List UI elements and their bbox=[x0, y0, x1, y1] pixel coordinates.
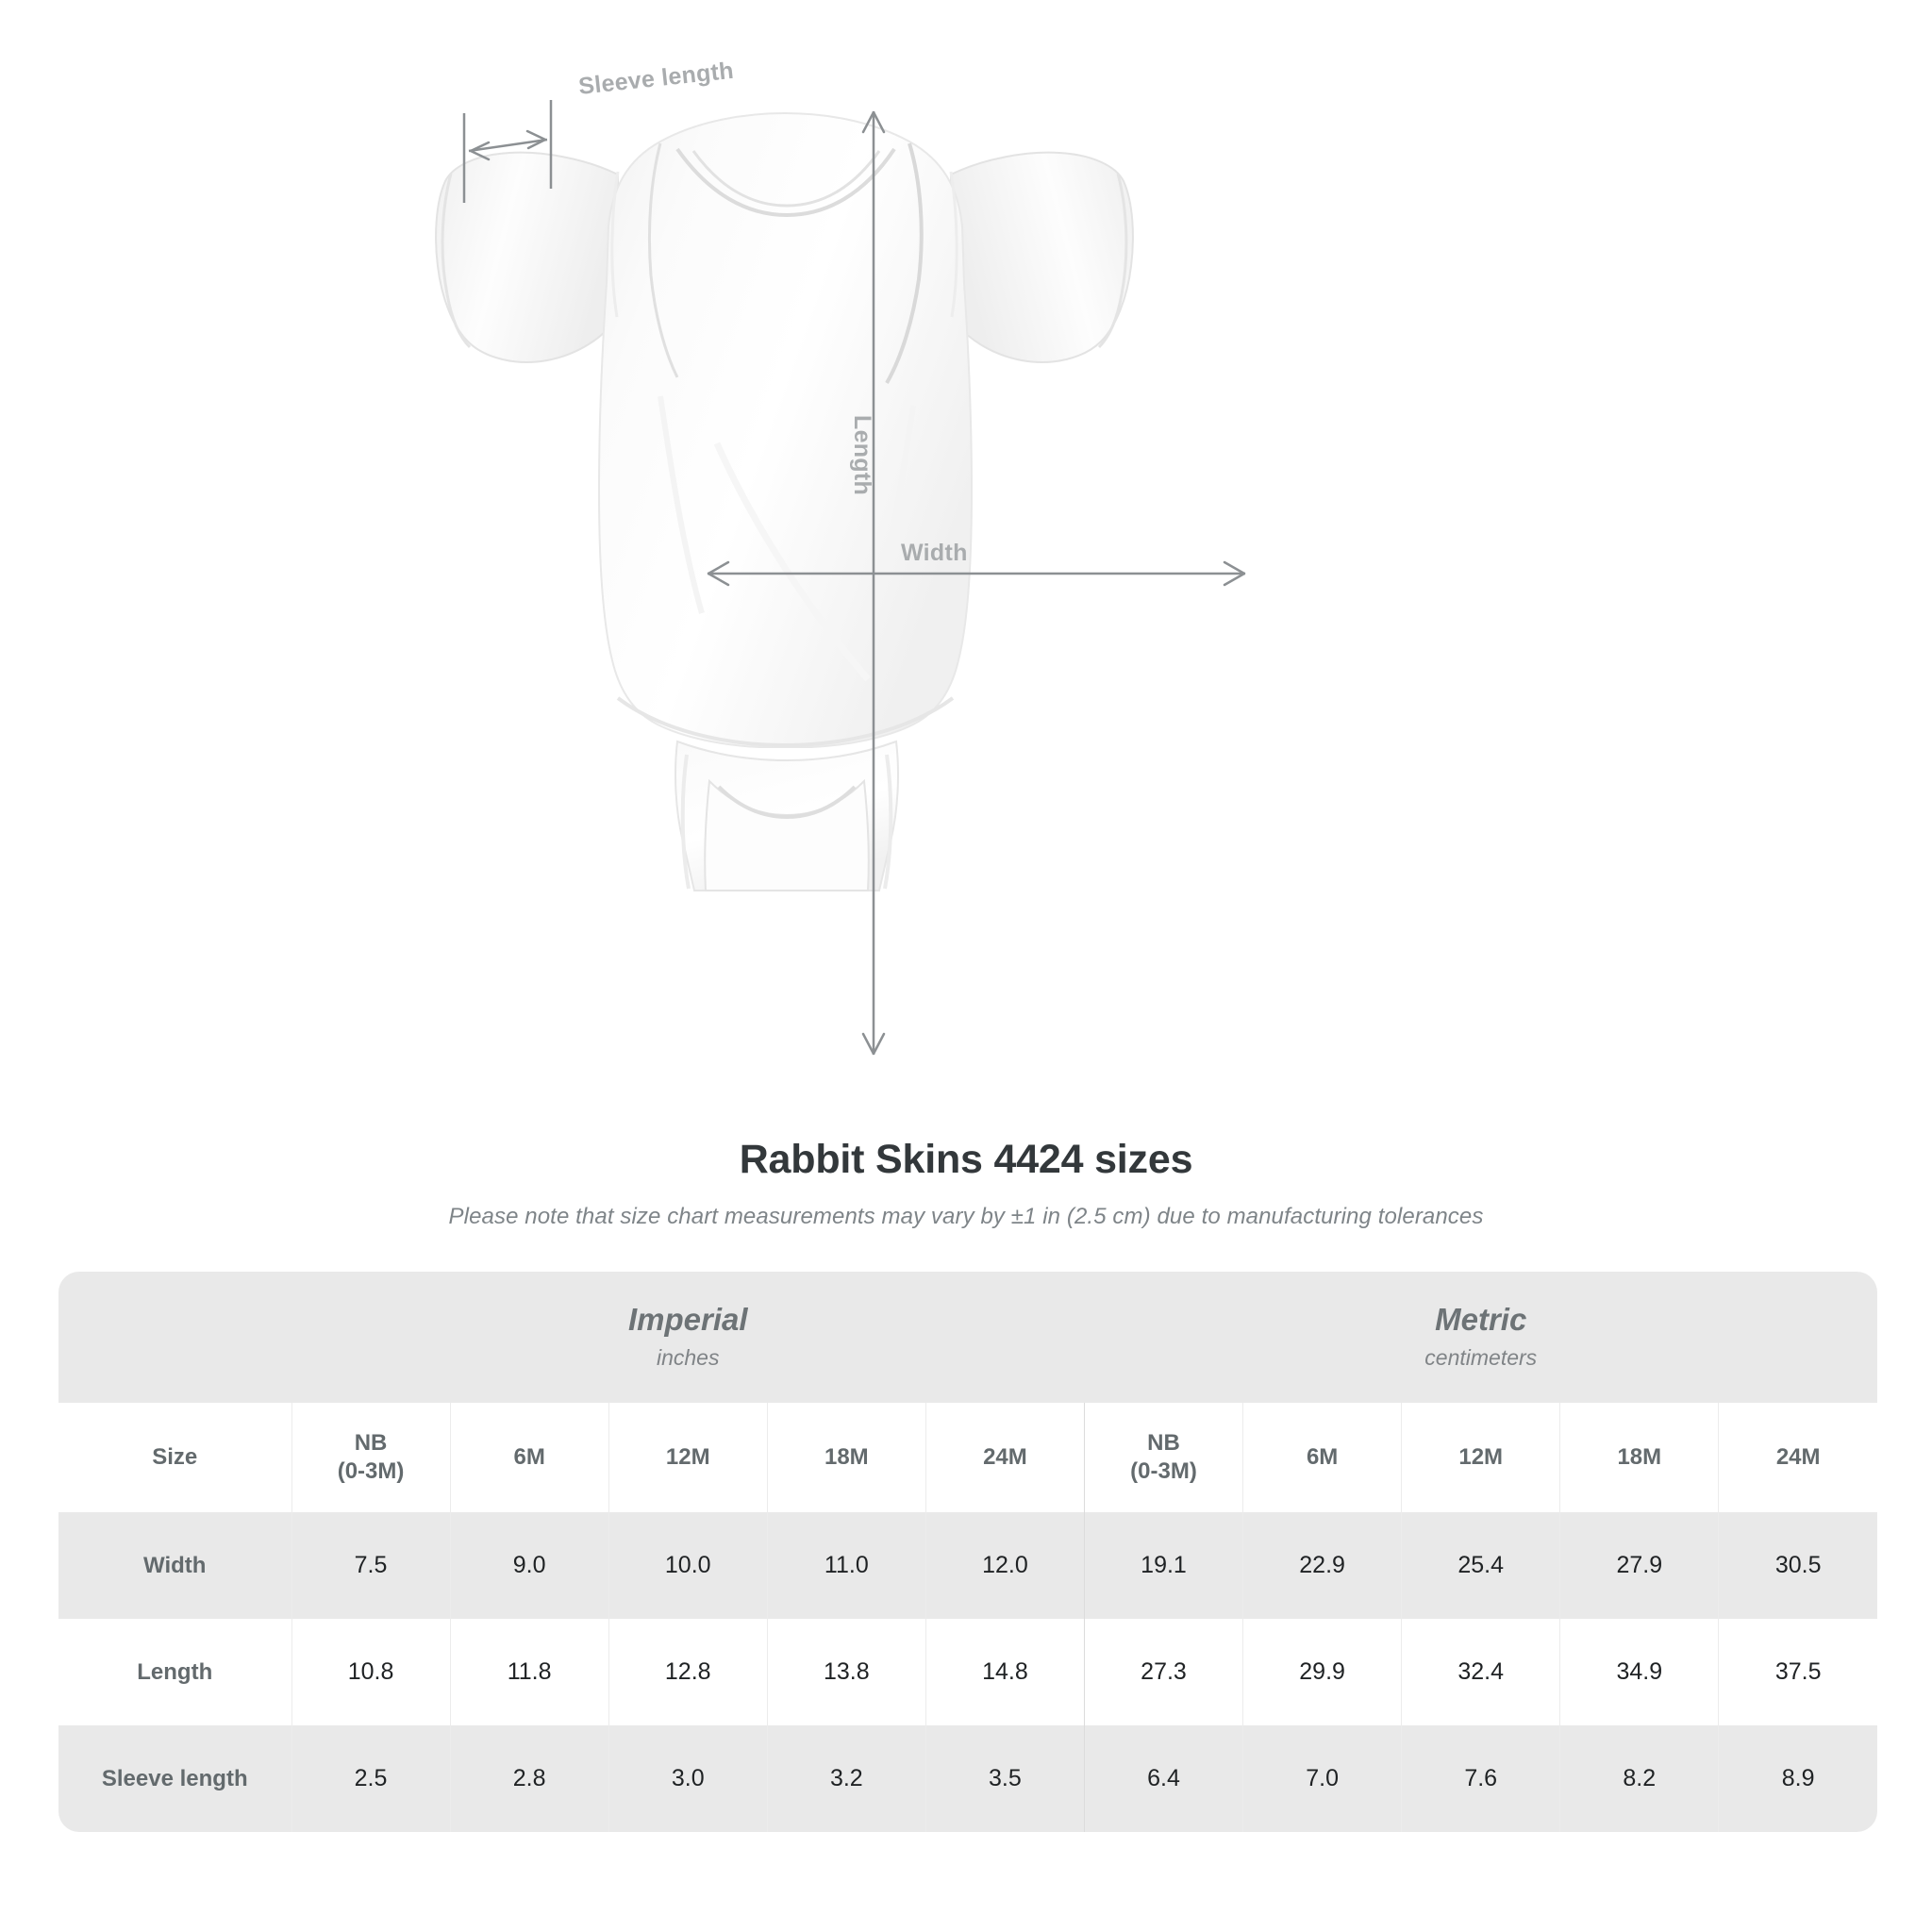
cell-width-metric-6m: 22.9 bbox=[1242, 1512, 1402, 1620]
cell-length-metric-18m: 34.9 bbox=[1559, 1619, 1719, 1726]
cell-length-imperial-18m: 13.8 bbox=[766, 1619, 926, 1726]
sleeve-arrowhead-right bbox=[525, 129, 547, 150]
page-title: Rabbit Skins 4424 sizes bbox=[739, 1137, 1193, 1182]
sleeve-arrowhead-left bbox=[469, 141, 491, 161]
unit-system-banner-row: Imperial inches Metric centimeters bbox=[58, 1272, 1877, 1404]
metric-unit-name: Metric bbox=[1435, 1302, 1527, 1337]
cell-width-imperial-nb: 7.5 bbox=[291, 1512, 451, 1620]
sleeve-arrow-line bbox=[468, 138, 548, 153]
cell-width-imperial-6m: 9.0 bbox=[449, 1512, 609, 1620]
cell-length-metric-nb: 27.3 bbox=[1083, 1619, 1243, 1726]
header-cell-metric-12m: 12M bbox=[1401, 1403, 1560, 1513]
cell-length-metric-24m: 37.5 bbox=[1718, 1619, 1877, 1726]
title-block: Rabbit Skins 4424 sizes Please note that… bbox=[0, 1137, 1932, 1230]
cell-sleeve-metric-12m: 7.6 bbox=[1401, 1725, 1560, 1833]
crotch-hem-right bbox=[883, 754, 893, 890]
length-arrowhead-bottom bbox=[861, 1032, 886, 1056]
header-size-code: NB bbox=[354, 1429, 388, 1456]
body-fold-right bbox=[869, 405, 916, 624]
cell-sleeve-metric-nb: 6.4 bbox=[1083, 1725, 1243, 1833]
body-fold-left bbox=[658, 395, 705, 614]
cell-length-imperial-12m: 12.8 bbox=[608, 1619, 768, 1726]
cell-sleeve-imperial-18m: 3.2 bbox=[766, 1725, 926, 1833]
unit-banner-metric: Metric centimeters bbox=[1084, 1272, 1877, 1404]
metric-unit-sub: centimeters bbox=[1424, 1345, 1538, 1371]
header-cell-metric-24m: 24M bbox=[1718, 1403, 1877, 1513]
imperial-unit-name: Imperial bbox=[627, 1302, 748, 1337]
cell-width-metric-nb: 19.1 bbox=[1083, 1512, 1243, 1620]
cell-sleeve-metric-6m: 7.0 bbox=[1242, 1725, 1402, 1833]
header-cell-size: Size bbox=[58, 1403, 291, 1513]
neckline-outer bbox=[675, 147, 896, 218]
header-cell-imperial-18m: 18M bbox=[766, 1403, 926, 1513]
cell-sleeve-imperial-nb: 2.5 bbox=[291, 1725, 451, 1833]
unit-banner-imperial: Imperial inches bbox=[291, 1272, 1085, 1404]
table-body: Width 7.5 9.0 10.0 11.0 12.0 19.1 22.9 2… bbox=[58, 1512, 1877, 1833]
row-label-sleeve-length: Sleeve length bbox=[58, 1725, 291, 1833]
width-annotation-label: Width bbox=[901, 540, 968, 566]
row-label-width: Width bbox=[58, 1512, 291, 1620]
cell-width-imperial-24m: 12.0 bbox=[924, 1512, 1085, 1620]
cell-width-metric-24m: 30.5 bbox=[1718, 1512, 1877, 1620]
size-header-row: Size NB (0-3M) 6M 12M 18M 24M NB (0-3M) 6M… bbox=[58, 1403, 1877, 1513]
cell-sleeve-imperial-6m: 2.8 bbox=[449, 1725, 609, 1833]
header-size-range: (0-3M) bbox=[1130, 1458, 1197, 1485]
length-arrowhead-top bbox=[861, 110, 886, 134]
cell-width-imperial-18m: 11.0 bbox=[766, 1512, 926, 1620]
header-cell-metric-18m: 18M bbox=[1559, 1403, 1719, 1513]
header-cell-metric-nb: NB (0-3M) bbox=[1083, 1403, 1243, 1513]
left-sleeve bbox=[435, 151, 619, 363]
cell-width-metric-18m: 27.9 bbox=[1559, 1512, 1719, 1620]
bodysuit-shape bbox=[435, 111, 1134, 891]
bottom-hem bbox=[616, 696, 955, 748]
cell-sleeve-metric-24m: 8.9 bbox=[1718, 1725, 1877, 1833]
cell-sleeve-metric-18m: 8.2 bbox=[1559, 1725, 1719, 1833]
cell-length-metric-6m: 29.9 bbox=[1242, 1619, 1402, 1726]
body-fold-center bbox=[713, 441, 871, 682]
crotch-hem-left bbox=[680, 754, 691, 890]
header-cell-imperial-nb: NB (0-3M) bbox=[291, 1403, 451, 1513]
measurement-annotations bbox=[462, 100, 1246, 1056]
garment-illustration: Sleeve length Length Width bbox=[435, 58, 1246, 1056]
right-sleeve bbox=[950, 151, 1134, 363]
cell-width-metric-12m: 25.4 bbox=[1401, 1512, 1560, 1620]
header-size-code: NB bbox=[1147, 1429, 1180, 1456]
cell-length-imperial-6m: 11.8 bbox=[449, 1619, 609, 1726]
right-armhole bbox=[949, 171, 958, 318]
length-annotation-label: Length bbox=[849, 415, 875, 496]
header-size-range: (0-3M) bbox=[337, 1458, 405, 1485]
neckline-inner bbox=[691, 150, 881, 208]
right-shoulder-seam bbox=[885, 142, 924, 384]
header-cell-imperial-12m: 12M bbox=[608, 1403, 768, 1513]
header-cell-imperial-24m: 24M bbox=[924, 1403, 1085, 1513]
cell-length-imperial-24m: 14.8 bbox=[924, 1619, 1085, 1726]
cell-length-imperial-nb: 10.8 bbox=[291, 1619, 451, 1726]
imperial-unit-sub: inches bbox=[656, 1345, 720, 1371]
size-chart-table: Imperial inches Metric centimeters Size … bbox=[58, 1272, 1877, 1833]
left-sleeve-hem bbox=[441, 173, 472, 349]
width-arrowhead-left bbox=[707, 560, 730, 587]
snap-placket-edge bbox=[717, 785, 857, 820]
cell-width-imperial-12m: 10.0 bbox=[608, 1512, 768, 1620]
torso bbox=[597, 111, 974, 748]
table-row-sleeve-length: Sleeve length 2.5 2.8 3.0 3.2 3.5 6.4 7.… bbox=[58, 1725, 1877, 1833]
bodysuit-diagram-svg bbox=[435, 100, 1246, 1056]
row-label-length: Length bbox=[58, 1619, 291, 1726]
header-cell-imperial-6m: 6M bbox=[449, 1403, 609, 1513]
cell-length-metric-12m: 32.4 bbox=[1401, 1619, 1560, 1726]
header-cell-metric-6m: 6M bbox=[1242, 1403, 1402, 1513]
size-chart-table-wrapper: Imperial inches Metric centimeters Size … bbox=[58, 1272, 1877, 1833]
cell-sleeve-imperial-12m: 3.0 bbox=[608, 1725, 768, 1833]
width-arrowhead-right bbox=[1223, 560, 1246, 587]
cell-sleeve-imperial-24m: 3.5 bbox=[924, 1725, 1085, 1833]
right-sleeve-hem bbox=[1097, 173, 1128, 349]
table-head: Imperial inches Metric centimeters Size … bbox=[58, 1272, 1877, 1513]
table-row-width: Width 7.5 9.0 10.0 11.0 12.0 19.1 22.9 2… bbox=[58, 1512, 1877, 1620]
unit-banner-spacer bbox=[58, 1272, 291, 1404]
tolerance-note: Please note that size chart measurements… bbox=[448, 1204, 1484, 1229]
table-row-length: Length 10.8 11.8 12.8 13.8 14.8 27.3 29.… bbox=[58, 1619, 1877, 1726]
left-shoulder-seam bbox=[647, 142, 679, 378]
left-armhole bbox=[610, 171, 620, 318]
